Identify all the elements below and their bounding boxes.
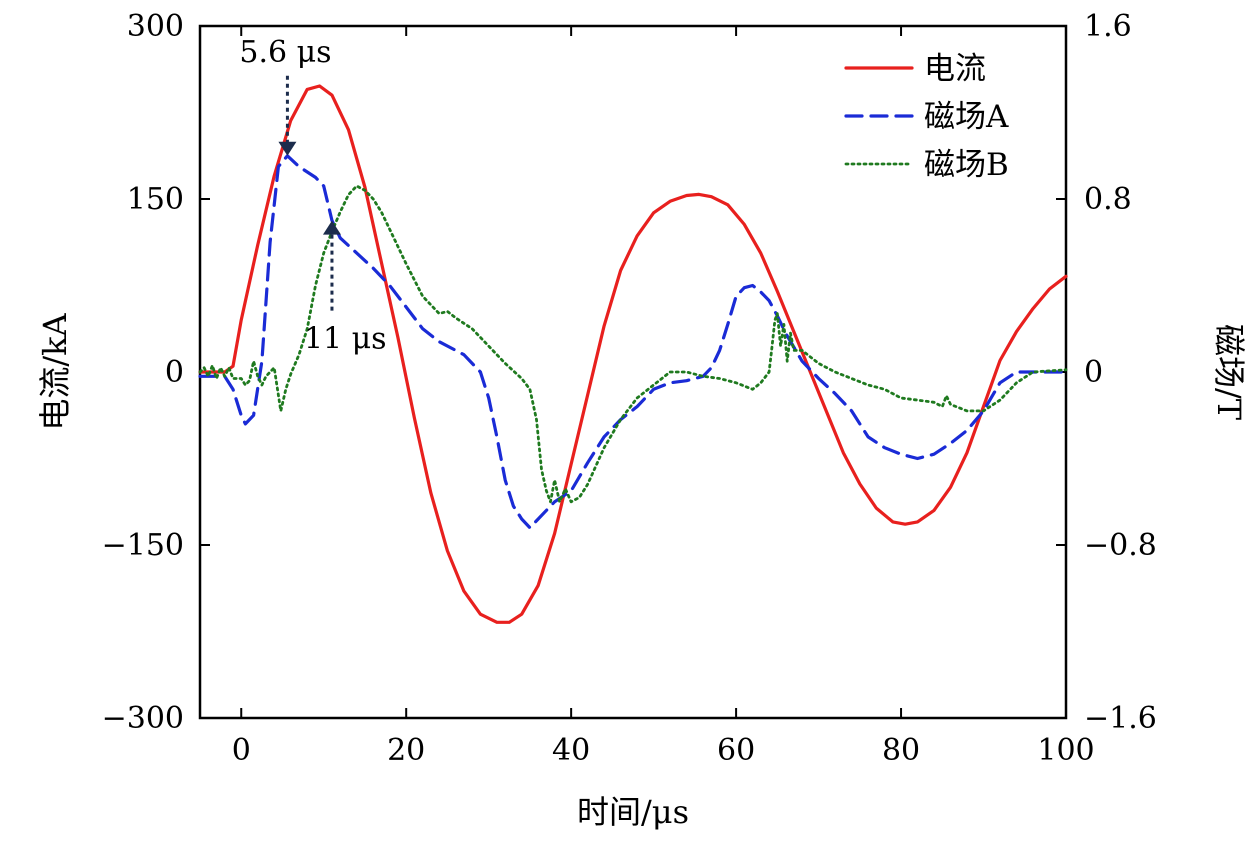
series-line-0 — [198, 84, 1068, 624]
x-tick-label-3: 60 — [717, 733, 755, 768]
y2-tick-label-1: 0.8 — [1084, 182, 1132, 217]
y2-tick-label-2: 0 — [1084, 355, 1103, 390]
annotation-arrowhead-0 — [278, 141, 297, 156]
y2-tick-label-3: −0.8 — [1084, 528, 1157, 563]
y-tick-label-4: −300 — [102, 701, 184, 736]
legend-label-2: 磁场B — [924, 147, 1009, 183]
x-tick-label-4: 80 — [882, 733, 920, 768]
x-tick-label-5: 100 — [1037, 733, 1094, 768]
series-layer — [198, 84, 1068, 624]
x-tick-label-1: 20 — [387, 733, 425, 768]
series-line-2 — [198, 184, 1068, 504]
series-line-1 — [198, 154, 1068, 530]
annotation-layer: 5.6 μs 11 μs — [239, 35, 386, 357]
annotation-label-1: 11 μs — [304, 322, 387, 357]
y-tick-label-2: 0 — [165, 355, 184, 390]
x-axis-title: 时间/μs — [577, 793, 689, 831]
y-tick-label-3: −150 — [102, 528, 184, 563]
x-tick-label-0: 0 — [232, 733, 251, 768]
legend-label-1: 磁场A — [924, 99, 1009, 135]
x-tick-label-2: 40 — [552, 733, 590, 768]
y-tick-label-0: 300 — [127, 9, 184, 44]
annotation-arrowhead-1 — [322, 220, 341, 235]
y2-axis-title: 磁场/T — [1210, 324, 1248, 421]
y-tick-label-1: 150 — [127, 182, 184, 217]
annotation-label-0: 5.6 μs — [239, 35, 331, 70]
axis-ticks: 0 20 40 60 80 100 300 150 0 −150 −300 1.6 0.8 0 −0.8 −1… — [102, 9, 1157, 768]
y2-tick-label-4: −1.6 — [1084, 701, 1157, 736]
y-axis-title: 电流/kA — [36, 312, 74, 430]
legend-label-0: 电流 — [924, 51, 986, 87]
y2-tick-label-0: 1.6 — [1084, 9, 1132, 44]
